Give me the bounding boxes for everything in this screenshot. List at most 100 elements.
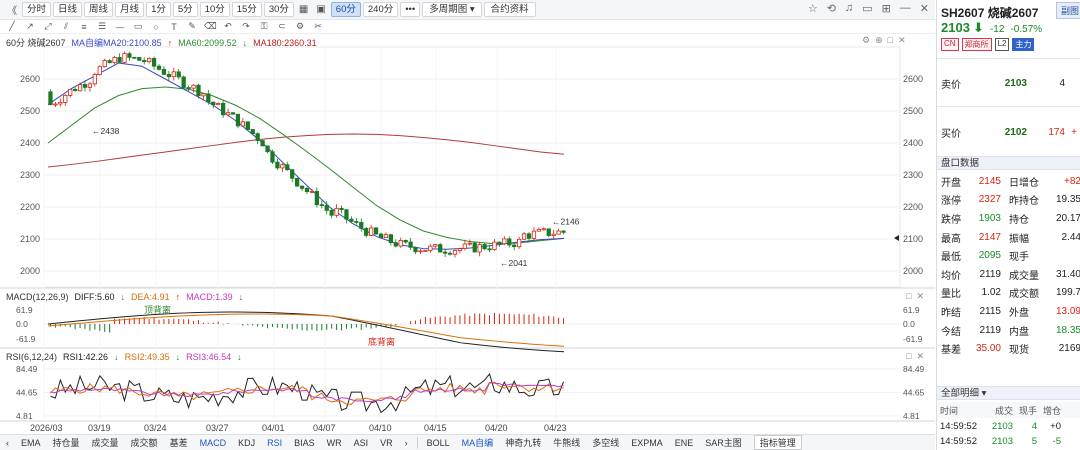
indicator-tab-volume[interactable]: 成交量 xyxy=(91,438,119,448)
trades-section-title[interactable]: 全部明细 ▾ xyxy=(937,386,1080,400)
ray-tool-icon[interactable]: ↗ xyxy=(26,21,34,31)
history-icon[interactable]: ⟲ xyxy=(826,3,836,15)
side-chart-button[interactable]: 副图 xyxy=(1055,2,1080,19)
magnet-icon[interactable]: ⊂ xyxy=(278,21,286,31)
bid-label: 买价 xyxy=(941,128,961,140)
circle-tool-icon[interactable]: ○ xyxy=(153,21,159,32)
bell-icon[interactable]: ♫ xyxy=(844,2,854,14)
field-value: +82 xyxy=(1064,175,1080,187)
maximize-icon[interactable]: □ xyxy=(887,35,894,45)
candle-body xyxy=(82,84,88,88)
indicator-tab-boll[interactable]: BOLL xyxy=(426,437,450,448)
multi-period-button[interactable]: 多周期图 ▾ xyxy=(422,2,482,17)
period-tab-daily[interactable]: 日线 xyxy=(53,2,83,17)
period-tab-weekly[interactable]: 周线 xyxy=(84,2,114,17)
indicator-tab-magic-nine[interactable]: 神奇九转 xyxy=(505,438,542,448)
market-data-row: 跌停 1903 持仓 20.17 xyxy=(937,209,1080,228)
period-tab-60min[interactable]: 60分 xyxy=(330,2,361,17)
indicator-tab-ema[interactable]: EMA xyxy=(21,437,41,448)
indicator-tab-vr[interactable]: VR xyxy=(380,437,393,448)
field-value: 2.44 xyxy=(1061,231,1080,243)
main-panel-controls: ⚙ ⊕ □ ✕ xyxy=(862,35,906,46)
delete-drawing-icon[interactable]: ✂ xyxy=(314,21,322,31)
text-tool-icon[interactable]: T xyxy=(171,21,177,32)
close-icon[interactable]: ✕ xyxy=(898,35,906,45)
grid-icon[interactable]: ▦ xyxy=(298,4,309,15)
indicator-tab-bias[interactable]: BIAS xyxy=(294,437,315,448)
price-axis-label: 2600 xyxy=(20,74,40,84)
field-label: 成交额 xyxy=(1009,289,1039,301)
period-tab-30min[interactable]: 30分 xyxy=(263,2,294,17)
close-icon[interactable]: ✕ xyxy=(919,3,929,15)
ask-price: 2103 xyxy=(1004,77,1027,89)
indicator-tab-rsi[interactable]: RSI xyxy=(267,437,283,448)
parallel-tool-icon[interactable]: ≡ xyxy=(81,21,87,32)
grid-view-icon[interactable]: ⊞ xyxy=(881,3,891,15)
lock-icon[interactable]: ⚿ xyxy=(260,21,268,31)
trade-qty: 5 xyxy=(1031,436,1037,447)
eraser-tool-icon[interactable]: ⌫ xyxy=(204,21,217,31)
maximize-icon[interactable]: □ xyxy=(906,291,912,301)
trade-row: 14:59:52 2103 4 +0 xyxy=(937,419,1080,434)
redo-icon[interactable]: ↷ xyxy=(242,21,250,31)
candle-body xyxy=(556,230,561,235)
scroll-right-icon[interactable]: › xyxy=(404,437,408,448)
indicator-tab-wr[interactable]: WR xyxy=(326,437,342,448)
layout-icon[interactable]: ▣ xyxy=(316,4,326,15)
nav-prev-icon[interactable]: 《 xyxy=(7,6,17,17)
contract-info-button[interactable]: 合约资料 xyxy=(483,2,536,17)
indicator-tab-long-short[interactable]: 多空线 xyxy=(592,438,620,448)
expand-icon[interactable]: ⊕ xyxy=(875,35,883,45)
fib-tool-icon[interactable]: ☰ xyxy=(97,21,107,31)
field-label: 振幅 xyxy=(1009,233,1029,245)
scroll-left-icon[interactable]: ‹ xyxy=(6,437,9,448)
indicator-tab-sar[interactable]: SAR主图 xyxy=(705,438,742,448)
market-data-row: 基差 35.00 现货 2169 xyxy=(937,339,1080,358)
indicator-tab-bull-bear[interactable]: 牛熊线 xyxy=(553,438,581,448)
arrow-tool-icon[interactable]: ⤢ xyxy=(44,21,52,31)
indicator-tab-macd[interactable]: MACD xyxy=(199,437,227,448)
time-axis-label: 03/24 xyxy=(144,423,167,433)
indicator-tab-kdj[interactable]: KDJ xyxy=(238,437,256,448)
period-tab-monthly[interactable]: 月线 xyxy=(115,2,145,17)
kline-chart[interactable]: 2000 2000 2100 2100 2200 2200 2300 2300 2400 2400… xyxy=(0,0,935,434)
undo-icon[interactable]: ↶ xyxy=(224,21,232,31)
settings-icon[interactable]: ⚙ xyxy=(862,35,871,45)
settings-icon[interactable]: ⚙ xyxy=(295,21,305,31)
ask-row[interactable]: 卖价 2103 4 xyxy=(937,74,1080,92)
minimize-icon[interactable]: ― xyxy=(899,2,911,14)
period-tab-10min[interactable]: 10分 xyxy=(199,2,230,17)
window-icon[interactable]: ▭ xyxy=(862,3,873,15)
bid-row[interactable]: 买价 2102 174 + xyxy=(937,123,1080,141)
trade-price: 2103 xyxy=(991,436,1013,447)
period-tab-timeshare[interactable]: 分时 xyxy=(22,2,52,17)
rsi3-label: RSI3:46.54 xyxy=(186,352,232,362)
candle-body xyxy=(53,103,58,106)
hline-tool-icon[interactable]: ― xyxy=(115,21,125,32)
close-icon[interactable]: ✕ xyxy=(916,351,924,361)
ma180-label: MA180:2360.31 xyxy=(253,37,317,48)
indicator-tab-oi[interactable]: 持仓量 xyxy=(52,438,80,448)
period-tab-5min[interactable]: 5分 xyxy=(172,2,198,17)
indicator-tab-basis[interactable]: 基差 xyxy=(169,438,188,448)
candle-body xyxy=(102,60,107,68)
channel-tool-icon[interactable]: ⫽ xyxy=(63,21,68,31)
more-button[interactable]: ••• xyxy=(400,2,421,17)
period-tab-240min[interactable]: 240分 xyxy=(362,2,399,17)
favorite-icon[interactable]: ☆ xyxy=(807,3,818,15)
macd-axis-label: 0.0 xyxy=(16,319,28,329)
indicator-tab-turnover[interactable]: 成交额 xyxy=(130,438,158,448)
line-tool-icon[interactable]: ╱ xyxy=(9,21,15,31)
indicator-tab-expma[interactable]: EXPMA xyxy=(631,437,663,448)
candle-body xyxy=(472,242,477,253)
rect-tool-icon[interactable]: ▭ xyxy=(133,21,143,31)
indicator-tab-asi[interactable]: ASI xyxy=(353,437,369,448)
period-tab-15min[interactable]: 15分 xyxy=(231,2,262,17)
maximize-icon[interactable]: □ xyxy=(906,351,912,361)
indicator-tab-ma-custom[interactable]: MA自编 xyxy=(461,438,494,448)
indicator-tab-ene[interactable]: ENE xyxy=(674,437,694,448)
indicator-manage-button[interactable]: 指标管理 xyxy=(753,435,802,450)
mark-tool-icon[interactable]: ✎ xyxy=(188,21,196,31)
close-icon[interactable]: ✕ xyxy=(916,291,924,301)
period-tab-1min[interactable]: 1分 xyxy=(146,2,171,17)
